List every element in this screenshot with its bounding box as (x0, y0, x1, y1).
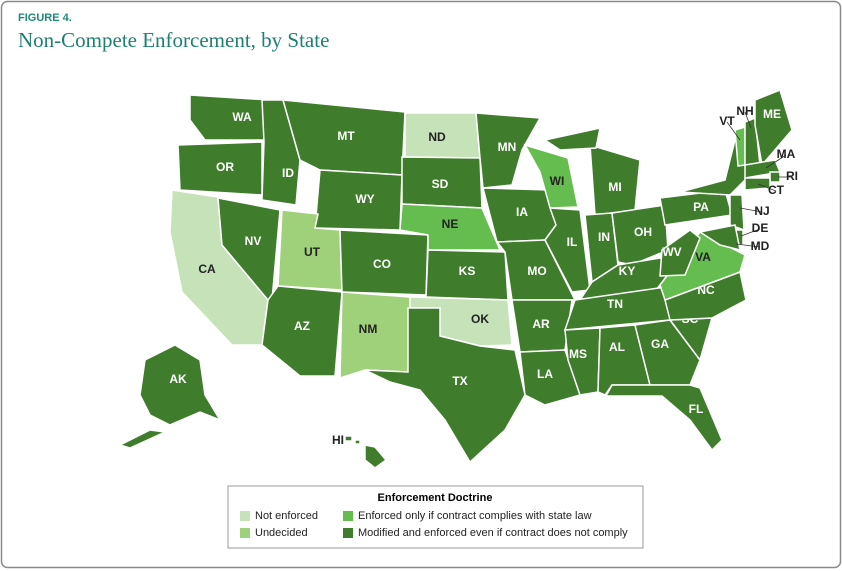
state-label: TN (607, 297, 623, 311)
state-label: AZ (294, 319, 310, 333)
state-label: WY (355, 192, 374, 206)
state-label: ND (428, 130, 446, 144)
legend-label: Not enforced (255, 510, 318, 522)
state-label: FL (689, 402, 704, 416)
leader-line (740, 228, 761, 237)
state-label: MA (777, 147, 796, 161)
state-label: MS (569, 347, 587, 361)
state-shape (634, 319, 701, 386)
leader-line (735, 243, 761, 248)
figure-label: FIGURE 4. (18, 12, 72, 24)
state-label: AK (169, 372, 187, 386)
state-label: DE (752, 221, 769, 235)
state-label: UT (304, 245, 321, 259)
legend-label: Modified and enforced even if contract d… (358, 527, 628, 539)
state-shape (754, 88, 793, 167)
state-label: NY (711, 159, 728, 173)
state-label: KS (459, 264, 476, 278)
state-label: AR (532, 317, 550, 331)
legend: Not enforced Enforced only if contract co… (240, 510, 628, 539)
legend-label: Undecided (255, 527, 308, 539)
state-shape (189, 94, 271, 141)
legend-swatch (343, 511, 353, 521)
state-shape (698, 224, 741, 252)
state-label: MI (608, 180, 621, 194)
state-shape (139, 344, 222, 426)
state-shape (659, 229, 701, 277)
state-label: HI (332, 433, 344, 447)
state-label: ID (282, 166, 294, 180)
state-shape (611, 204, 669, 266)
leader-line (726, 121, 741, 141)
state-shape (344, 435, 353, 442)
state-shape (354, 439, 361, 445)
legend-title: Enforcement Doctrine (378, 492, 493, 504)
state-shape (544, 207, 591, 293)
legend-label: Enforced only if contract complies with … (358, 510, 592, 522)
leader-line (744, 111, 752, 129)
state-label: IA (516, 205, 528, 219)
state-label: NM (359, 322, 378, 336)
state-shape (744, 177, 771, 191)
state-label: TX (452, 374, 467, 388)
leader-line (739, 207, 763, 213)
state-label: OK (471, 312, 489, 326)
state-label: CT (768, 183, 785, 197)
state-label: NV (245, 234, 262, 248)
legend-swatch (240, 511, 250, 521)
state-label: VA (695, 250, 711, 264)
state-label: OH (634, 225, 652, 239)
legend-swatch (343, 528, 353, 538)
state-label: MO (527, 264, 546, 278)
state-label: MD (751, 239, 770, 253)
state-label: NH (736, 104, 753, 118)
legend-swatch (240, 528, 250, 538)
state-label: WV (662, 245, 681, 259)
state-label: SD (432, 177, 449, 191)
state-label: AL (609, 340, 625, 354)
leader-line (765, 154, 787, 169)
state-shape (543, 127, 601, 151)
legend-box (227, 485, 644, 549)
state-shape (729, 194, 745, 232)
state-shape (364, 307, 526, 464)
state-label: GA (651, 337, 669, 351)
state-label: CO (373, 257, 391, 271)
state-shape (364, 444, 388, 469)
state-label: RI (786, 169, 798, 183)
state-label: NE (442, 217, 459, 231)
state-label: CA (198, 262, 216, 276)
state-label: MT (337, 129, 355, 143)
state-shape (604, 384, 723, 452)
state-label: IN (598, 230, 610, 244)
state-shape (523, 143, 579, 209)
state-shape (564, 327, 601, 396)
state-label: VT (719, 114, 735, 128)
leader-line (757, 183, 777, 192)
map: WA OR CA NV ID MT WY UT CO AZ NM ND SD NE KS OK TX MN IA MO… (117, 88, 798, 469)
state-label: MN (498, 140, 517, 154)
state-shape (117, 429, 168, 449)
state-shape (475, 112, 542, 189)
state-label: OR (216, 160, 234, 174)
state-label: KY (619, 264, 636, 278)
state-label: WI (550, 174, 565, 188)
state-label: NJ (754, 204, 769, 218)
title: Non-Compete Enforcement, by State (18, 28, 329, 52)
state-label: IL (567, 235, 578, 249)
state-label: LA (537, 367, 553, 381)
state-label: WA (232, 110, 252, 124)
state-label: ME (763, 107, 781, 121)
state-shape (519, 349, 581, 406)
state-label: PA (693, 200, 709, 214)
